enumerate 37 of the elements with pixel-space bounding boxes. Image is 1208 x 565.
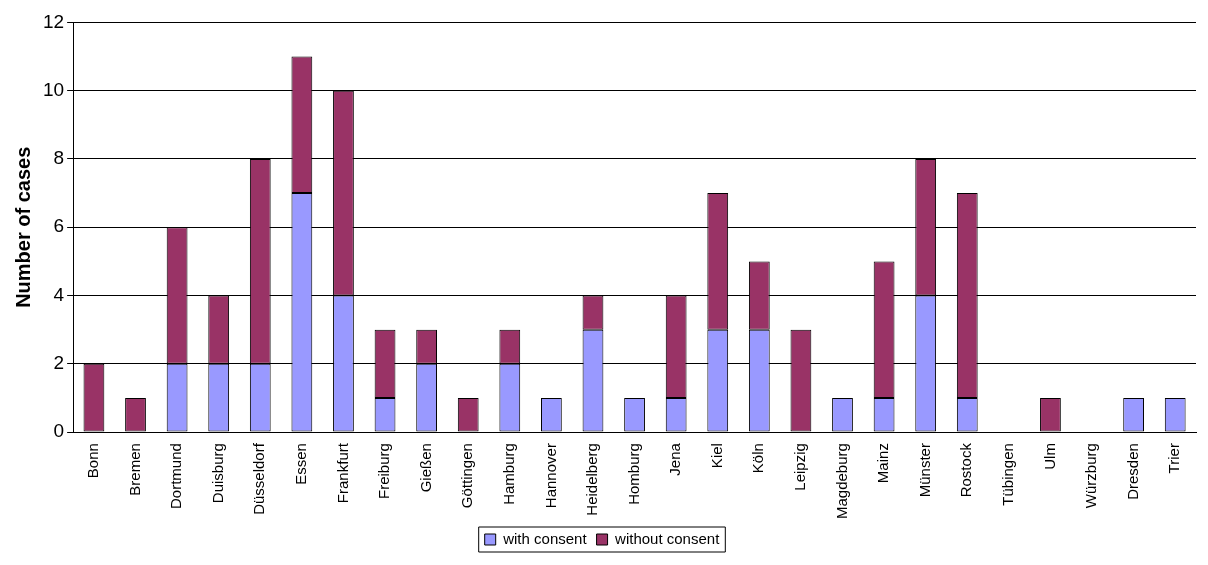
x-tick-label: Dresden (1123, 443, 1141, 500)
x-tick-label: Tübingen (999, 443, 1016, 506)
x-tick-label: Gießen (416, 443, 434, 493)
x-tick-label: Trier (1165, 443, 1183, 474)
legend-label: without consent (614, 529, 721, 547)
x-tick-label: Bremen (125, 443, 143, 496)
x-tick-label: Hannover (541, 443, 559, 509)
x-tick-label: Mainz (874, 443, 892, 484)
y-tick-label: 10 (42, 78, 65, 100)
y-tick-label: 8 (53, 147, 65, 169)
x-tick-label: Düsseldorf (250, 442, 268, 515)
x-tick-label: Heidelberg (583, 443, 601, 516)
x-tick-label: Frankfurt (333, 442, 351, 504)
x-tick-label: Kiel (707, 443, 725, 469)
x-tick-label: Essen (292, 443, 310, 485)
x-tick-label: Köln (749, 443, 767, 474)
x-tick-label: Göttingen (458, 443, 476, 509)
y-tick-label: 0 (53, 420, 65, 442)
y-axis-title: Number of cases (11, 146, 34, 308)
x-tick-label: Münster (915, 443, 933, 498)
x-tick-label: Duisburg (208, 443, 226, 504)
y-tick-label: 2 (53, 352, 65, 374)
x-tick-label: Ulm (1040, 443, 1058, 470)
y-tick-label: 4 (53, 283, 65, 305)
x-tick-label: Magdeburg (832, 443, 850, 519)
legend-label: with consent (502, 529, 588, 547)
y-tick-label: 6 (53, 215, 65, 237)
x-tick-label: Würzburg (1082, 443, 1100, 509)
x-tick-label: Homburg (624, 443, 642, 505)
x-tick-label: Hamburg (499, 443, 517, 505)
x-tick-label: Dortmund (167, 443, 185, 509)
x-tick-label: Rostock (957, 442, 975, 498)
x-tick-label: Bonn (84, 443, 102, 479)
x-tick-label: Freiburg (375, 443, 393, 499)
x-tick-label: Jena (666, 442, 684, 476)
x-tick-label: Leipzig (791, 443, 809, 491)
y-tick-label: 12 (42, 10, 65, 32)
